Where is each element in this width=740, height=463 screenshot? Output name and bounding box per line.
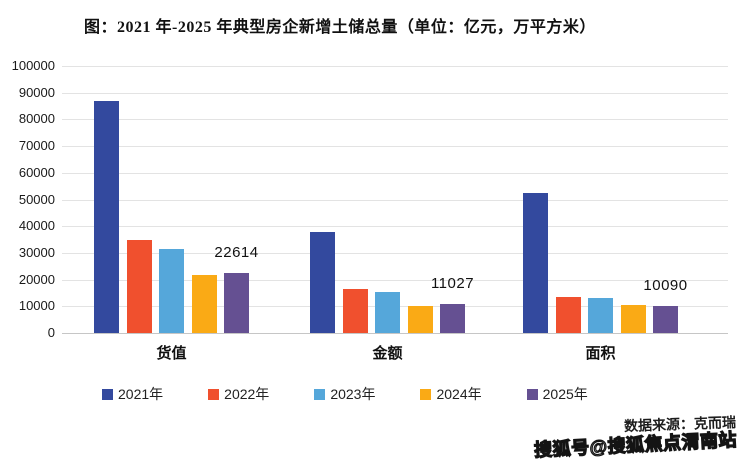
legend-swatch-icon [102,388,113,400]
bar-slot: 10090 [643,66,687,333]
bar [588,297,613,333]
legend-label: 2021年 [118,386,164,402]
y-axis: 100000 90000 80000 70000 60000 50000 40000 3000… [0,58,55,340]
legend-label: 2023年 [330,386,376,402]
y-tick-label: 20000 [18,271,55,287]
gridline [62,279,728,281]
bar [620,304,646,333]
gridline [62,66,728,67]
x-category-label: 面积 [585,346,616,362]
bar-slot [126,66,152,333]
bar-value-label: 22614 [214,243,259,261]
legend-swatch-icon [314,388,326,400]
bar [375,291,400,333]
y-tick-label: 50000 [18,191,55,207]
legend-item: 2025年 [526,384,588,404]
bar-slot: 22614 [214,66,258,333]
legend-swatch-icon [526,388,538,400]
gridline [62,226,728,228]
bar-slot [94,66,119,333]
legend-swatch-icon [208,388,220,400]
gridline [62,172,728,174]
x-axis: 货值 金额 面积 [62,342,728,362]
bar-slot [620,66,646,333]
bar [310,231,335,333]
legend-item: 2022年 [208,384,269,404]
bar-slot [310,66,335,333]
legend-label: 2024年 [436,386,482,402]
bar-group: 22614 [94,66,258,333]
chart-title: 图：2021 年-2025 年典型房企新增土储总量（单位：亿元，万平方米） [84,19,596,36]
gridline [62,119,728,121]
bar-slot [342,66,368,333]
y-tick-label: 60000 [18,164,55,180]
bar-value-label: 10090 [643,277,688,295]
gridline [62,199,728,201]
bar-slot [588,66,613,333]
bar [159,248,184,333]
bar-slot: 11027 [431,66,474,333]
bar-slot [159,66,184,333]
y-tick-label: 10000 [18,298,55,314]
x-category-label: 金额 [372,346,403,362]
y-tick-label: 90000 [18,84,55,100]
bar-slot [407,66,433,333]
y-tick-label: 100000 [11,58,55,73]
gridline [62,146,728,148]
gridline [62,92,728,94]
bar [94,100,119,333]
bar [126,240,152,333]
bar [555,296,581,333]
y-tick-label: 80000 [18,111,55,127]
bar [407,305,433,333]
bar [342,289,368,333]
x-category-label: 货值 [156,346,187,362]
bar-value-label: 11027 [430,274,475,292]
bar [653,306,678,333]
bar-slot [523,66,548,333]
y-tick-label: 30000 [18,244,55,260]
legend-item: 2024年 [420,384,482,404]
y-tick-label: 70000 [18,138,55,154]
bar-group: 10090 [523,66,687,333]
bar-slot [191,66,217,333]
legend-item: 2023年 [314,384,375,404]
plot-area: 22614 11027 10090 [62,66,728,334]
bar [440,303,465,333]
watermark-text: 搜狐号@搜狐焦点渭南站 [533,429,738,461]
legend-label: 2025年 [542,386,588,402]
legend-label: 2022年 [224,386,270,402]
y-tick-label: 40000 [18,218,55,234]
bar [523,192,548,333]
y-tick-label: 0 [47,325,55,340]
legend-item: 2021年 [102,384,163,404]
gridline [62,252,728,254]
bar [224,272,249,333]
legend-swatch-icon [420,388,432,400]
bar-slot [375,66,400,333]
bar-group: 11027 [310,66,474,333]
bar [191,274,217,333]
legend: 2021年 2022年 2023年 2024年 2025年 [102,384,588,404]
bar-slot [555,66,581,333]
